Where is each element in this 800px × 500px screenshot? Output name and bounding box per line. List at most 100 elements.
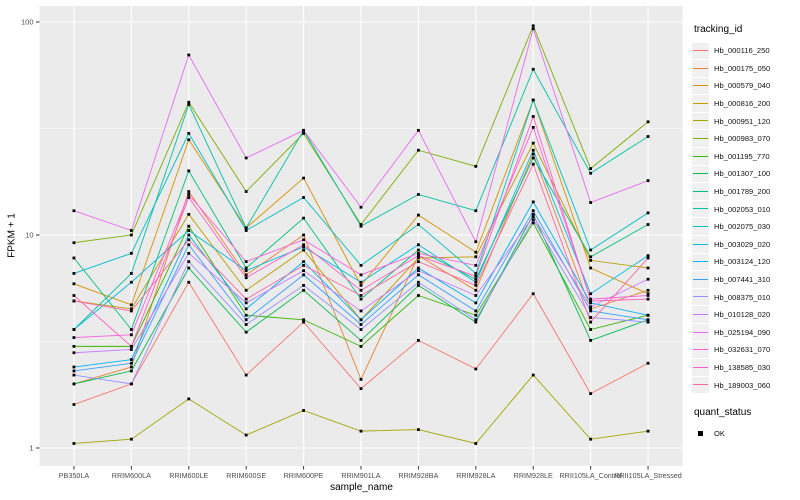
data-point [589, 309, 593, 313]
data-point [359, 377, 363, 381]
data-point [589, 297, 593, 301]
legend-item: Hb_000983_070 [692, 130, 800, 148]
data-point [646, 254, 650, 258]
data-point [244, 297, 248, 301]
data-point [187, 233, 191, 237]
series-color-line-icon [693, 155, 708, 157]
data-point [474, 263, 478, 267]
data-point [359, 224, 363, 228]
legend-label: Hb_003029_020 [714, 239, 771, 249]
data-point [244, 373, 248, 377]
series-color-line-icon [693, 226, 708, 228]
data-point [302, 288, 305, 292]
data-point [359, 205, 363, 209]
data-point [589, 299, 593, 303]
legend-label: Hb_000175_050 [714, 63, 771, 73]
data-point [359, 429, 363, 433]
data-point [474, 240, 478, 244]
data-point [474, 294, 478, 297]
x-tick-label: RRIM928LA [456, 471, 495, 480]
legend-label: Hb_001195_770 [714, 151, 770, 161]
data-point [531, 27, 535, 31]
data-point [244, 323, 248, 326]
data-point [417, 273, 420, 277]
legend-key-line [692, 306, 709, 323]
black-square-point-icon [698, 431, 703, 436]
data-point [646, 288, 650, 292]
data-point [359, 263, 363, 267]
x-tick-label: RRIM600LE [169, 471, 208, 480]
data-point [129, 328, 133, 331]
data-point [187, 243, 191, 247]
data-point [589, 292, 593, 296]
data-point [417, 223, 420, 226]
data-point [187, 266, 191, 270]
legend-key-line [692, 165, 709, 183]
data-point [129, 365, 133, 369]
series-color-line-icon [693, 243, 708, 245]
data-point [417, 339, 420, 342]
legend-item: Hb_001195_770 [692, 148, 800, 166]
data-point [589, 316, 593, 319]
data-point [244, 190, 248, 193]
data-point [589, 171, 593, 175]
series-color-line-icon [693, 173, 708, 175]
data-point [72, 256, 76, 260]
legend-item: Hb_001789_200 [692, 183, 800, 201]
data-point [589, 320, 593, 324]
data-point [531, 67, 535, 71]
data-point [417, 428, 420, 432]
data-point [646, 223, 650, 226]
data-point [531, 212, 535, 216]
legend-key-line [692, 271, 709, 288]
data-point [589, 392, 593, 396]
data-point [187, 169, 191, 173]
data-point [187, 229, 191, 232]
x-tick-label: RRIM928LE [514, 471, 553, 480]
data-point [187, 238, 191, 242]
data-point [417, 256, 420, 260]
data-point [72, 382, 76, 386]
series-color-line-icon [693, 278, 708, 280]
data-point [474, 274, 478, 278]
legend-item-quant: OK [692, 425, 800, 443]
legend-item: Hb_002075_030 [692, 218, 800, 236]
legend: tracking_id Hb_000116_250 Hb_000175_050 Hb… [692, 24, 800, 442]
series-color-line-icon [693, 384, 708, 386]
data-point [359, 309, 363, 313]
data-point [474, 320, 478, 324]
data-point [474, 309, 478, 313]
data-point [187, 212, 191, 216]
legend-item: Hb_008375_010 [692, 288, 800, 306]
legend-key-line [692, 77, 709, 95]
data-point [244, 156, 248, 160]
series-color-line-icon [693, 296, 708, 298]
data-point [646, 318, 650, 322]
data-point [417, 269, 420, 273]
series-color-line-icon [693, 67, 708, 69]
legend-key-line [692, 288, 709, 306]
data-point [302, 196, 305, 199]
data-point [129, 382, 133, 386]
data-point [187, 131, 191, 135]
data-point [417, 251, 420, 255]
data-point [646, 277, 650, 281]
legend-item: Hb_003029_020 [692, 236, 800, 254]
quant-status-legend-list: OK [692, 425, 800, 443]
data-point [589, 248, 593, 252]
legend-key-line [692, 253, 709, 271]
data-point [129, 309, 133, 313]
legend-item: Hb_000951_120 [692, 112, 800, 130]
data-point [417, 148, 420, 152]
data-point [129, 437, 133, 441]
data-point [474, 288, 478, 292]
x-tick-label: RRIM928BA [398, 471, 438, 480]
data-point [302, 409, 305, 412]
data-point [589, 167, 593, 170]
y-axis-title: FPKM + 1 [6, 213, 18, 258]
data-point [187, 260, 191, 264]
plot-panel: PB350LA RRIM600LA RRIM600LE RRIM600SE RRIM60… [21, 6, 683, 480]
data-point [129, 369, 133, 373]
data-point [417, 213, 420, 217]
